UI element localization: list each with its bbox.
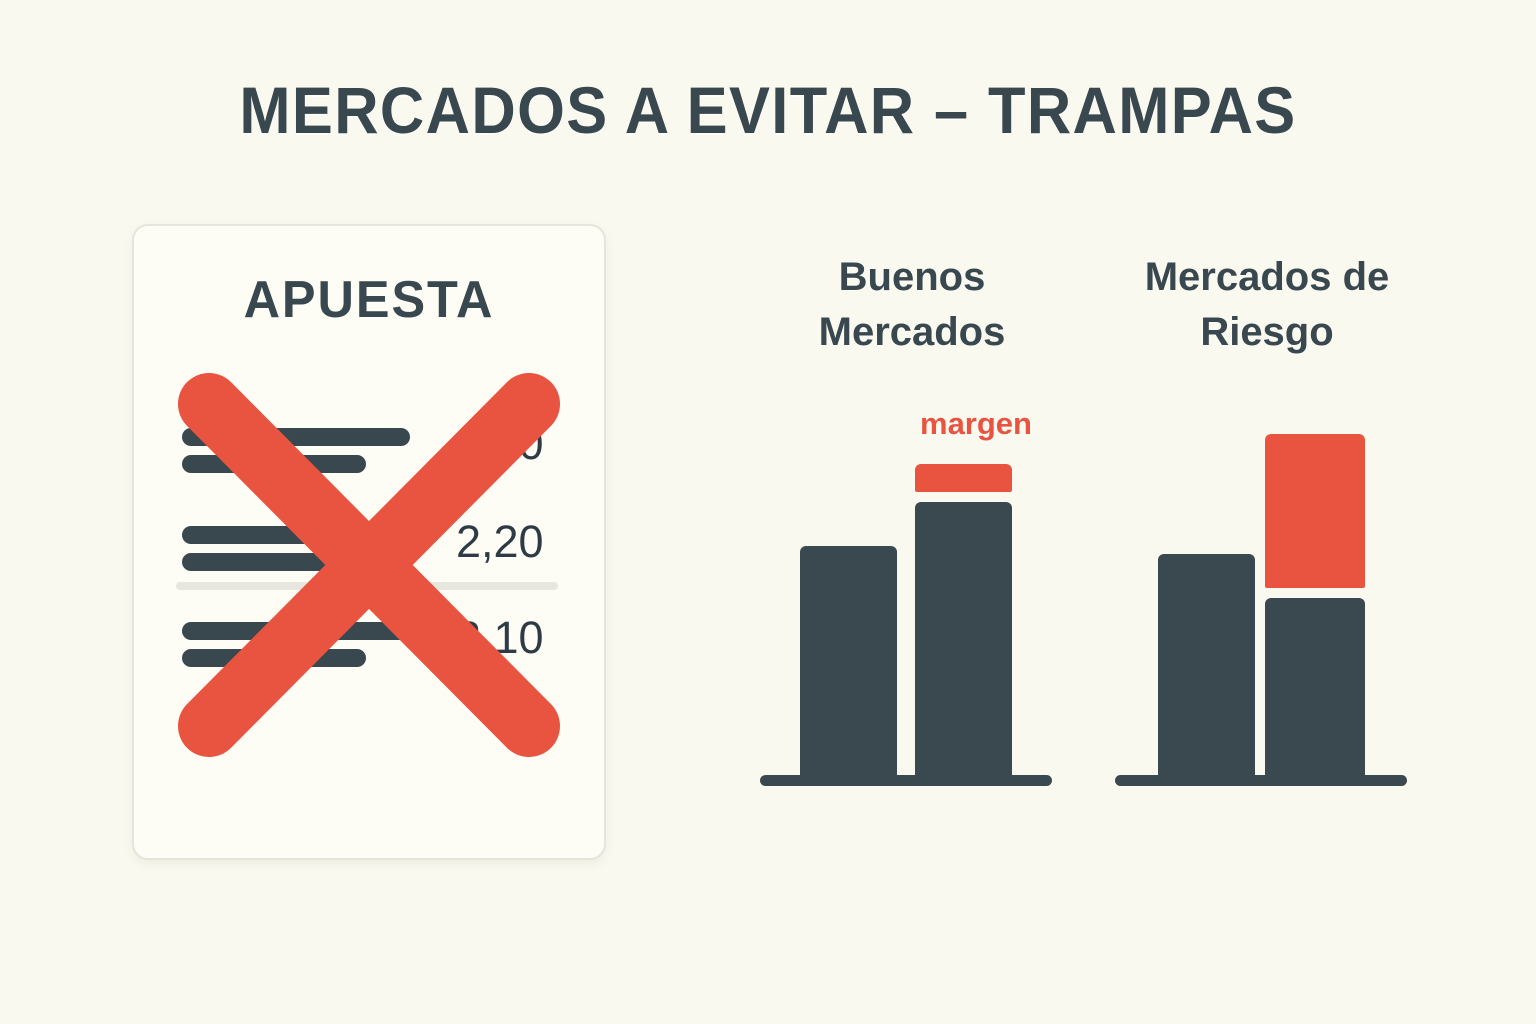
placeholder-line-long-3 xyxy=(182,622,410,640)
margen-annotation: margen xyxy=(920,406,1032,441)
placeholder-line-short-3 xyxy=(182,649,366,667)
bar-buenos-2-margin xyxy=(915,464,1012,492)
odds-value-1: 1,50 xyxy=(456,418,544,469)
divider-top xyxy=(176,582,558,590)
baseline-group-buenos xyxy=(760,775,1052,786)
placeholder-line-short-1 xyxy=(182,455,366,473)
placeholder-line-short-2 xyxy=(182,553,366,571)
bar-riesgo-2-base xyxy=(1265,598,1365,780)
baseline-group-riesgo xyxy=(1115,775,1407,786)
placeholder-line-long-2 xyxy=(182,526,410,544)
bet-slip-card: APUESTA 1,50 2,20 3,10 xyxy=(132,224,606,860)
odds-value-2: 2,20 xyxy=(456,516,544,567)
bar-buenos-2-base xyxy=(915,502,1012,780)
group-label-buenos-mercados: Buenos Mercados xyxy=(818,255,1006,355)
bar-riesgo-1-base xyxy=(1158,554,1255,780)
bar-chart: Buenos Mercados Mercados de Riesgo marge… xyxy=(740,230,1440,810)
bar-buenos-1-base xyxy=(800,546,897,780)
group-label-mercados-de-riesgo: Mercados de Riesgo xyxy=(1144,255,1390,355)
bar-riesgo-2-margin xyxy=(1265,434,1365,588)
page-title: MERCADOS A EVITAR – TRAMPAS xyxy=(239,73,1297,147)
placeholder-line-long-1 xyxy=(182,428,410,446)
odds-value-3: 3,10 xyxy=(456,612,544,663)
bet-slip-heading: APUESTA xyxy=(243,271,495,329)
